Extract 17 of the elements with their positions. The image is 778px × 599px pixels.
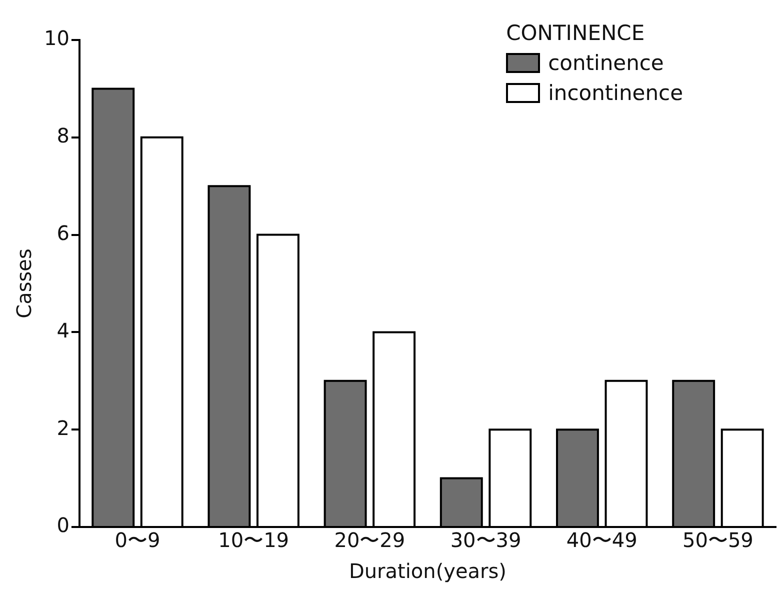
y-axis-title: Casses [12,248,36,318]
y-tick-label: 10 [44,26,70,50]
x-axis-title: Duration(years) [348,559,506,584]
y-tick-label: 0 [56,513,70,538]
x-tick-label: 40〜49 [566,528,638,552]
y-tick-label: 2 [56,416,70,440]
legend-label: incontinence [548,80,683,107]
x-tick-label: 0〜9 [114,528,160,552]
y-tick-label: 6 [56,221,70,246]
y-tick-label: 4 [56,318,70,342]
x-tick-label: 50〜59 [682,528,754,552]
legend-label: continence [548,50,664,77]
x-tick-label: 20〜29 [334,528,406,552]
y-tick-label: 8 [56,124,70,148]
x-tick-label: 10〜19 [218,528,290,552]
legend-title: CONTINENCE [506,20,646,47]
x-tick-label: 30〜39 [450,528,522,552]
